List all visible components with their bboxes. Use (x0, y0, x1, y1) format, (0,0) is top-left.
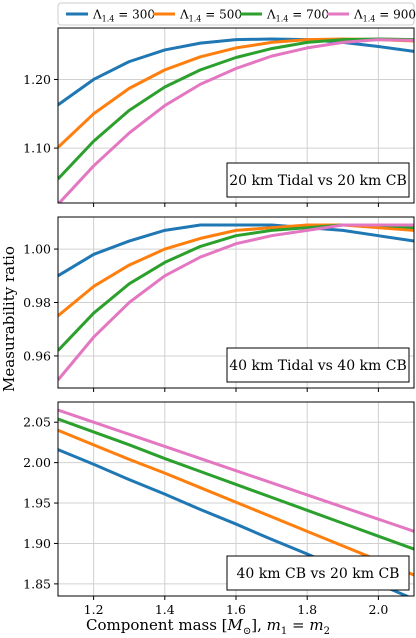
panel-title: 40 km CB vs 20 km CB (237, 566, 400, 582)
y-tick-label: 1.10 (23, 141, 51, 156)
legend-label: Λ1.4 = 500 (179, 8, 242, 24)
series-line (58, 37, 414, 107)
y-tick-label: 1.90 (23, 536, 51, 551)
annotation-box (226, 347, 410, 383)
series-group (58, 223, 414, 381)
series-line (58, 223, 414, 278)
legend-label: Λ1.4 = 900 (353, 8, 416, 24)
annotation-box (226, 555, 410, 591)
x-tick-label: 2.0 (368, 602, 388, 617)
panel-annotation: 40 km Tidal vs 40 km CB (226, 347, 410, 383)
x-axis-label: Component mass [M⊙], m1 = m2 (86, 616, 330, 637)
legend-entry: Λ1.4 = 500 (153, 8, 242, 24)
x-tick-label: 1.8 (297, 602, 317, 617)
panel-title: 40 km Tidal vs 40 km CB (229, 358, 407, 374)
panels: 1.10 1.20 20 km Tidal vs 20 km CB 0.96 0.98 1… (23, 27, 415, 617)
panel-1: 1.10 1.20 20 km Tidal vs 20 km CB (23, 27, 415, 207)
y-tick-label: 0.96 (23, 348, 51, 363)
x-tick-label: 1.2 (84, 602, 104, 617)
series-line (58, 38, 414, 203)
series-line (58, 408, 414, 533)
panel-annotation: 20 km Tidal vs 20 km CB (226, 162, 410, 198)
y-tick-label: 1.00 (23, 242, 51, 257)
y-tick-label: 2.05 (23, 415, 51, 430)
panel-annotation: 40 km CB vs 20 km CB (226, 555, 410, 591)
x-tick-label: 1.4 (155, 602, 175, 617)
y-axis-label: Measurability ratio (0, 246, 18, 392)
legend-frame (57, 2, 415, 26)
y-tick-label: 2.00 (23, 455, 51, 470)
series-line (58, 417, 414, 551)
legend-entry: Λ1.4 = 300 (66, 8, 155, 24)
series-group (58, 37, 414, 203)
legend-label: Λ1.4 = 700 (266, 8, 329, 24)
y-tick-label: 1.95 (23, 496, 51, 511)
y-tick-label: 1.20 (23, 72, 51, 87)
x-tick-label: 1.6 (226, 602, 246, 617)
panel-title: 20 km Tidal vs 20 km CB (229, 173, 407, 189)
legend-entry: Λ1.4 = 900 (327, 8, 416, 24)
y-tick-label: 1.85 (23, 576, 51, 591)
series-line (58, 223, 414, 381)
series-line (58, 37, 414, 181)
legend: Λ1.4 = 300 Λ1.4 = 500 Λ1.4 = 700 Λ1.4 = 900 (57, 2, 416, 26)
legend-label: Λ1.4 = 300 (92, 8, 155, 24)
series-line (58, 428, 414, 577)
legend-entry: Λ1.4 = 700 (240, 8, 329, 24)
panel-3: 1.2 1.4 1.6 1.8 2.0 1.85 1.90 1.95 2.00 2.05 40 km… (23, 401, 415, 617)
panel-2: 0.96 0.98 1.00 40 km Tidal vs 40 km CB (23, 216, 415, 392)
annotation-box (226, 162, 410, 198)
y-tick-label: 0.98 (23, 295, 51, 310)
